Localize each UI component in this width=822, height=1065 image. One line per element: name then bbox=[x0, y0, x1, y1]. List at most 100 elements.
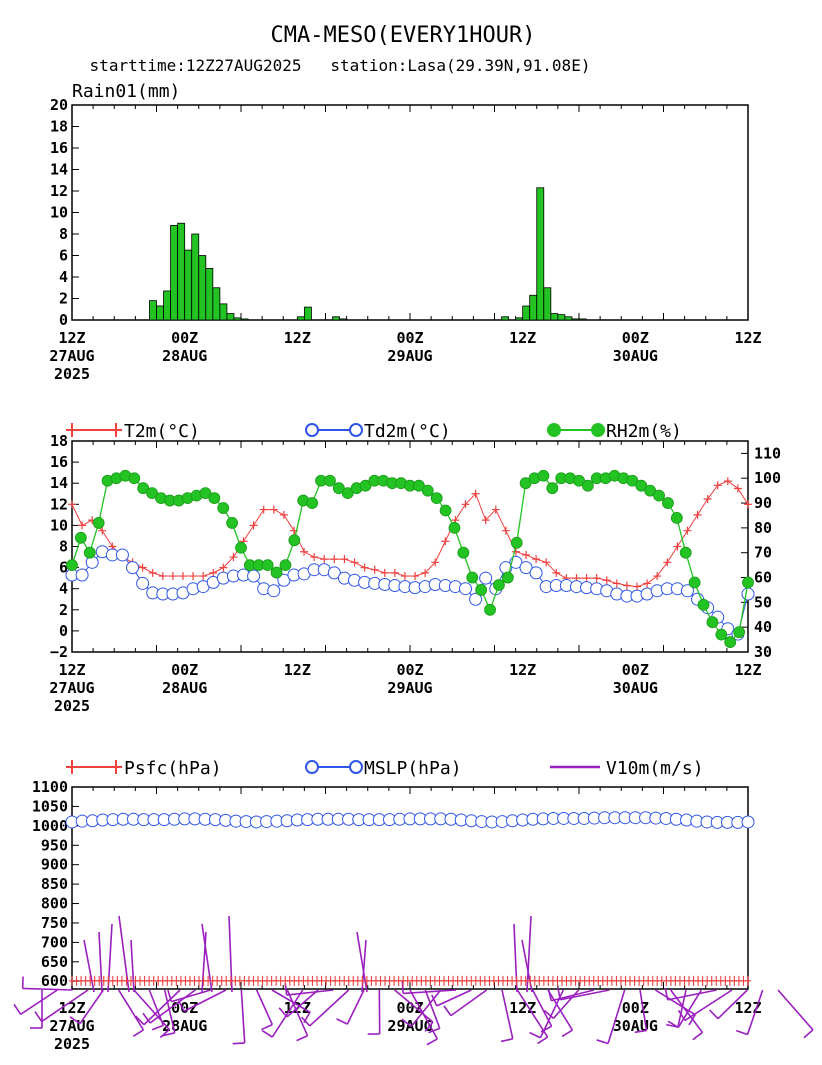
th-y-tick-label: 14 bbox=[50, 474, 68, 492]
th-y2-tick-label: 100 bbox=[754, 469, 781, 487]
rain-bar bbox=[205, 267, 214, 321]
wind-barb bbox=[424, 989, 441, 1029]
rh2m-point bbox=[146, 487, 158, 500]
td2m-point bbox=[680, 584, 694, 598]
wind-barb bbox=[41, 989, 89, 1023]
th-y-tick-label: 6 bbox=[59, 559, 68, 577]
rain-bar bbox=[550, 313, 559, 321]
th-y-tick-label: 2 bbox=[59, 601, 68, 619]
wind-barb-feather bbox=[443, 1005, 452, 1017]
wind-barb-feather bbox=[692, 1031, 703, 1041]
pw-y-tick-label: 650 bbox=[41, 953, 68, 971]
t2m-point bbox=[491, 505, 500, 514]
t2m-point bbox=[633, 582, 642, 591]
th-x-tick-label: 12Z bbox=[284, 661, 311, 679]
wind-barb bbox=[255, 989, 274, 1025]
rain-bar bbox=[536, 187, 545, 321]
wind-barb-feather bbox=[261, 1023, 273, 1031]
t2m-point bbox=[189, 572, 198, 581]
t2m-point bbox=[209, 568, 218, 577]
wind-barb bbox=[83, 939, 95, 993]
legend-mslp-marker bbox=[349, 760, 363, 774]
rh2m-point bbox=[457, 546, 470, 559]
wind-barb bbox=[286, 989, 334, 996]
wind-barb bbox=[677, 989, 703, 1028]
rh2m-point bbox=[475, 584, 488, 596]
wind-barb-feather bbox=[300, 1016, 311, 1027]
th-x-year-label: 2025 bbox=[54, 697, 90, 715]
pw-x-date-label: 28AUG bbox=[162, 1017, 207, 1035]
td2m-point bbox=[469, 592, 483, 606]
rain-bar bbox=[198, 255, 207, 321]
wind-barb-feather bbox=[424, 1021, 434, 1032]
rh2m-point bbox=[421, 484, 434, 497]
th-y-tick-label: 10 bbox=[50, 516, 68, 534]
pw-y-tick-label: 900 bbox=[41, 856, 68, 874]
wind-barb-feather bbox=[401, 1018, 412, 1028]
rain-bar bbox=[501, 316, 509, 321]
t2m-point bbox=[683, 526, 692, 535]
wind-barb-feather bbox=[735, 1029, 748, 1036]
legend-mslp-label: MSLP(hPa) bbox=[364, 758, 462, 779]
wind-barb bbox=[22, 987, 73, 991]
wind-barb-feather bbox=[596, 1039, 609, 1045]
rain-y-tick-label: 8 bbox=[59, 225, 68, 243]
wind-barb-feather bbox=[69, 1016, 81, 1025]
wind-barb bbox=[286, 989, 309, 1037]
th-x-date-label: 27AUG bbox=[49, 679, 94, 697]
th-x-tick-label: 00Z bbox=[171, 661, 198, 679]
rain-bar bbox=[177, 222, 186, 321]
rain-bar bbox=[184, 249, 193, 321]
legend-psfc-marker bbox=[111, 760, 121, 774]
th-x-date-label: 30AUG bbox=[613, 679, 658, 697]
rh2m-point bbox=[217, 502, 230, 514]
rh2m-point bbox=[270, 566, 283, 579]
t2m-point bbox=[744, 500, 752, 509]
rh2m-point bbox=[324, 474, 336, 487]
td2m-point bbox=[277, 573, 291, 587]
rh2m-point bbox=[74, 531, 87, 544]
wind-barb-feather bbox=[428, 1027, 441, 1034]
t2m-point bbox=[713, 481, 722, 490]
wind-barb-feather bbox=[557, 987, 562, 1000]
wind-barb bbox=[516, 989, 549, 1038]
rh2m-point bbox=[697, 598, 710, 611]
rain-bar bbox=[240, 318, 249, 321]
th-y2-tick-label: 70 bbox=[754, 544, 772, 562]
rh2m-point bbox=[688, 576, 701, 589]
rain-x-date-label: 30AUG bbox=[613, 347, 658, 365]
rain-bar bbox=[191, 233, 200, 321]
t2m-point bbox=[471, 489, 480, 498]
td2m-point bbox=[741, 587, 755, 601]
th-y-tick-label: 0 bbox=[59, 622, 68, 640]
rain-y-tick-label: 6 bbox=[59, 247, 68, 265]
rh2m-point bbox=[662, 497, 674, 509]
rain-y-tick-label: 2 bbox=[59, 290, 68, 308]
t2m-point bbox=[310, 553, 319, 562]
t2m-point bbox=[199, 572, 208, 581]
rh2m-point bbox=[430, 492, 443, 504]
rh2m-point bbox=[128, 472, 141, 485]
rh2m-point bbox=[306, 497, 319, 509]
rain-y-tick-label: 0 bbox=[59, 311, 68, 329]
rh2m-point bbox=[733, 626, 746, 639]
wind-barb bbox=[403, 989, 457, 995]
pw-x-date-label: 30AUG bbox=[613, 1017, 658, 1035]
wind-barb-feather bbox=[634, 1029, 647, 1034]
wind-barb-feather bbox=[547, 988, 553, 1001]
wind-barb bbox=[346, 989, 365, 1025]
legend-mslp-marker bbox=[305, 760, 319, 774]
wind-barb bbox=[410, 989, 442, 1028]
rh2m-point bbox=[341, 487, 354, 500]
wind-barb-feather bbox=[13, 1003, 22, 1015]
wind-barb bbox=[183, 989, 227, 1012]
rh2m-point bbox=[439, 504, 452, 517]
t2m-point bbox=[138, 563, 147, 572]
rh2m-point bbox=[235, 541, 247, 554]
pw-y-tick-label: 1100 bbox=[32, 778, 68, 796]
rain-bar bbox=[296, 316, 305, 321]
rain-x-tick-label: 12Z bbox=[284, 329, 311, 347]
wind-barb bbox=[394, 989, 434, 1023]
wind-barb-feather bbox=[529, 1031, 541, 1039]
wind-barb-feather bbox=[151, 1024, 164, 1031]
